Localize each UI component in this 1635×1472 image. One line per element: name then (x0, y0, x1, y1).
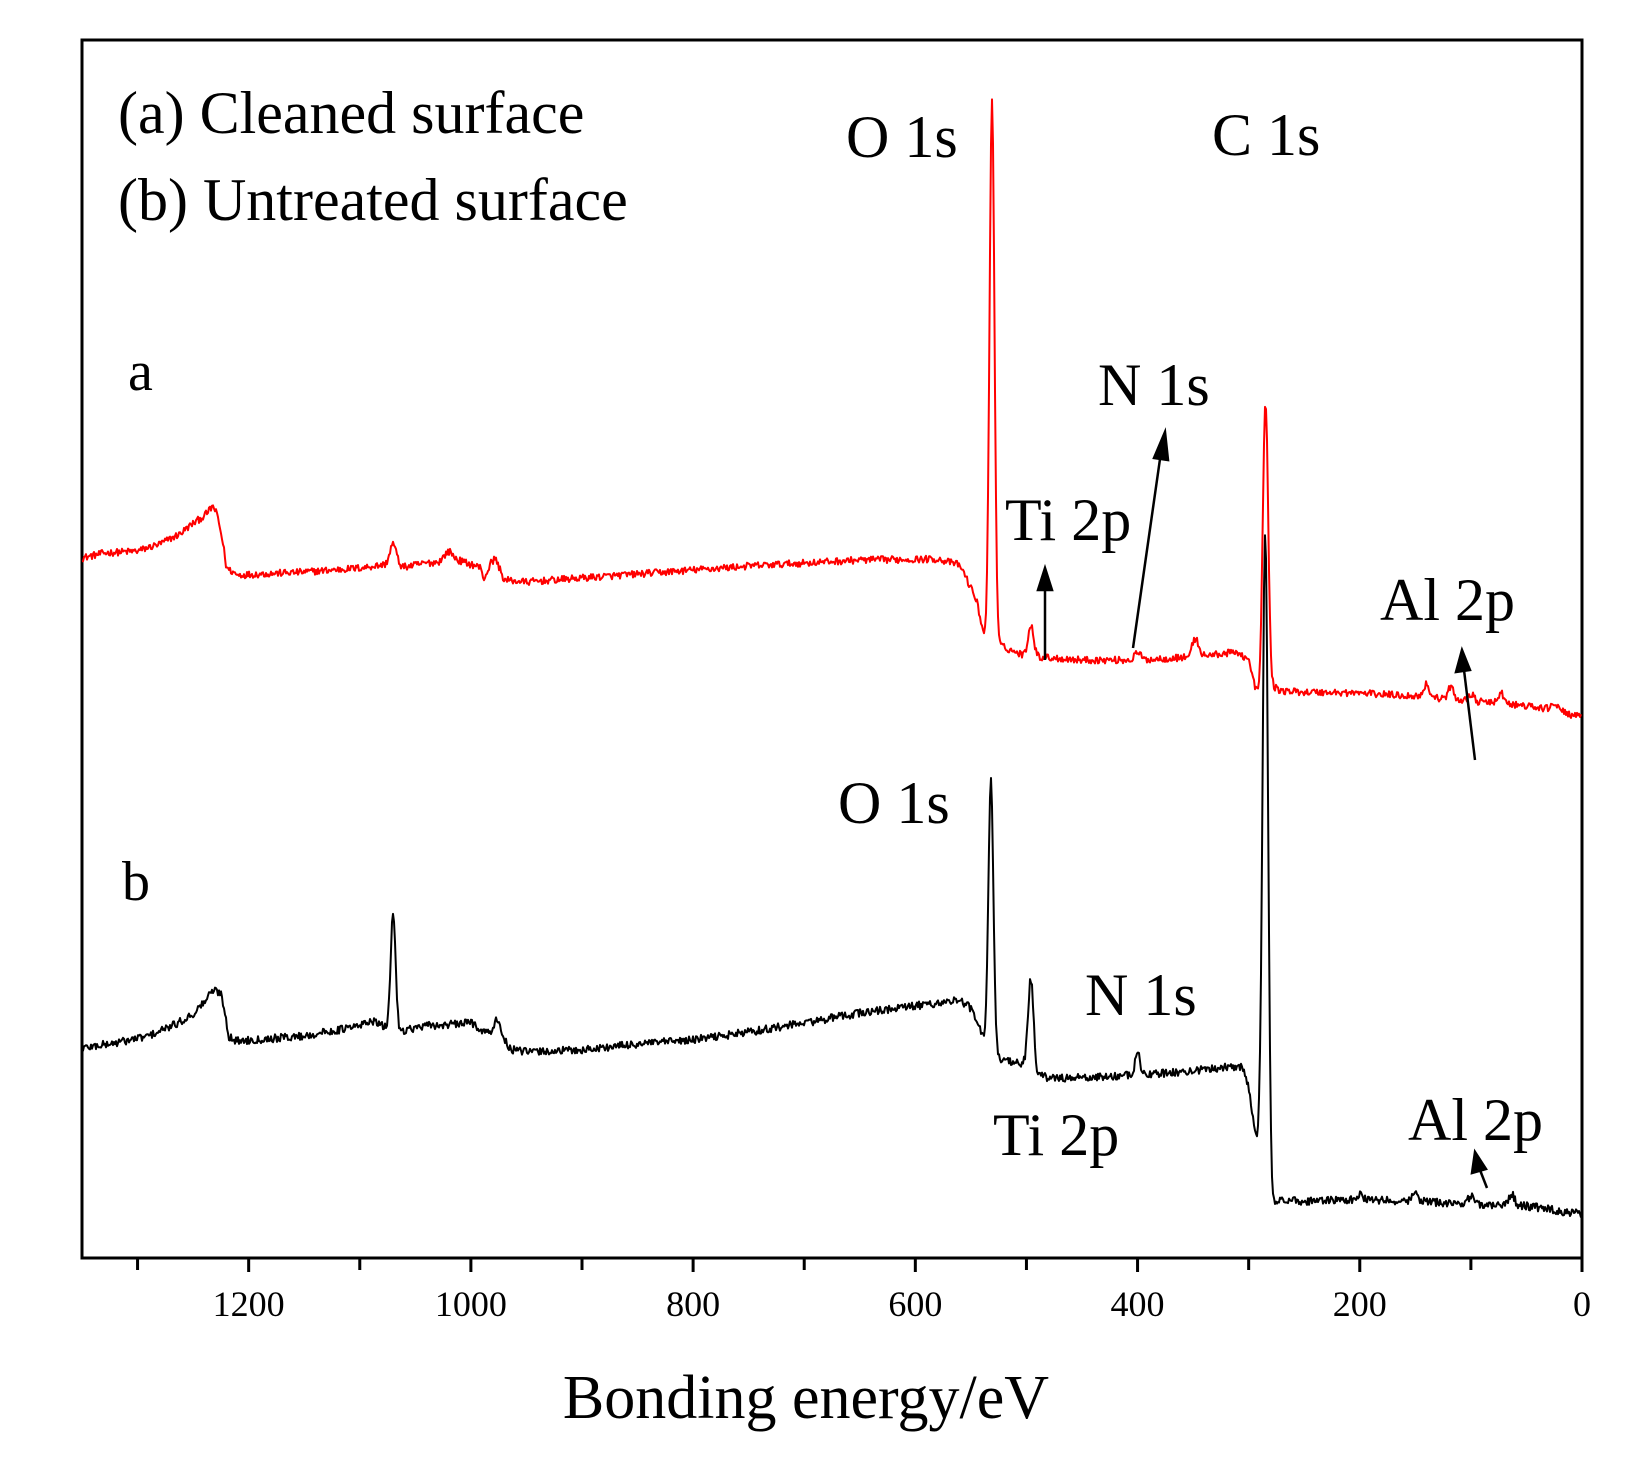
x-tick-label: 600 (888, 1284, 942, 1324)
series-a-line (81, 98, 1582, 719)
peak-label-a-c1s: C 1s (1212, 102, 1320, 168)
arrow-a-n1s (1131, 427, 1170, 649)
x-tick-label: 0 (1573, 1284, 1591, 1324)
x-axis-ticks: 1200 1000 800 600 400 200 0 (136, 1258, 1591, 1324)
x-tick-label: 400 (1111, 1284, 1165, 1324)
peak-label-b-n1s: N 1s (1085, 962, 1197, 1028)
annotation-arrows (1036, 427, 1489, 1189)
arrow-a-al2p (1454, 646, 1477, 761)
series-a-label: a (128, 341, 153, 403)
peak-label-a-al2p: Al 2p (1380, 567, 1515, 633)
series-layer (81, 98, 1582, 1218)
peak-label-b-ti2p: Ti 2p (993, 1102, 1119, 1168)
series-b-line (81, 534, 1582, 1218)
arrow-a-ti2p (1036, 563, 1054, 660)
x-tick-label: 800 (666, 1284, 720, 1324)
x-tick-label: 1000 (435, 1284, 507, 1324)
series-b-label: b (122, 851, 150, 913)
arrow-b-al2p (1470, 1148, 1489, 1189)
legend-entry-b: (b) Untreated surface (118, 167, 628, 233)
x-axis-title: Bonding energy/eV (563, 1364, 1049, 1432)
x-tick-label: 1200 (213, 1284, 285, 1324)
legend-entry-a: (a) Cleaned surface (118, 80, 584, 146)
peak-label-a-ti2p: Ti 2p (1005, 487, 1131, 553)
x-tick-label: 200 (1333, 1284, 1387, 1324)
plot-frame (80, 38, 1584, 1260)
peak-label-a-o1s: O 1s (846, 104, 958, 170)
peak-label-a-n1s: N 1s (1098, 352, 1210, 418)
peak-label-b-al2p: Al 2p (1408, 1087, 1543, 1153)
peak-label-b-o1s: O 1s (838, 770, 950, 836)
